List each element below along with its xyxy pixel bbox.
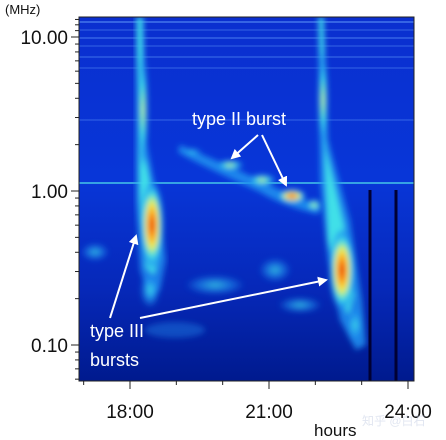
y-tick-label: 1.00	[31, 182, 68, 203]
type-ii-arrow-left	[230, 134, 259, 160]
type-iii-arrow-right	[139, 276, 328, 319]
interference-lines	[79, 21, 414, 184]
x-tick-label: 18:00	[106, 402, 154, 423]
type-iii-label-line-1: type III	[90, 321, 144, 341]
type-iii-annotation: type III bursts	[90, 234, 328, 370]
type-ii-label: type II burst	[192, 109, 286, 129]
type-iii-burst-2	[318, 17, 366, 350]
x-tick-label: 21:00	[245, 402, 293, 423]
type-iii-arrow-up	[109, 234, 139, 319]
plot-area	[79, 17, 414, 381]
type-ii-annotation: type II burst	[192, 109, 288, 187]
plot-frame	[78, 16, 415, 382]
data-gaps	[368, 190, 398, 381]
x-axis: 18:00 21:00 24:00	[83, 381, 432, 423]
type-iii-burst-1	[136, 17, 166, 308]
y-axis: 10.00 1.00 0.10	[20, 18, 79, 380]
vertical-streaks	[95, 17, 411, 381]
x-tick-label: 24:00	[384, 402, 432, 423]
low-frequency-emission	[81, 243, 322, 338]
x-axis-label: hours	[314, 421, 357, 440]
type-ii-burst	[178, 145, 322, 214]
y-axis-unit-label: (MHz)	[5, 2, 40, 17]
watermark: 知乎 @白石	[362, 413, 426, 428]
type-ii-arrow-right	[261, 134, 288, 187]
y-tick-label: 0.10	[31, 336, 68, 357]
y-tick-label: 10.00	[20, 28, 68, 49]
type-iii-label-line-2: bursts	[90, 350, 139, 370]
